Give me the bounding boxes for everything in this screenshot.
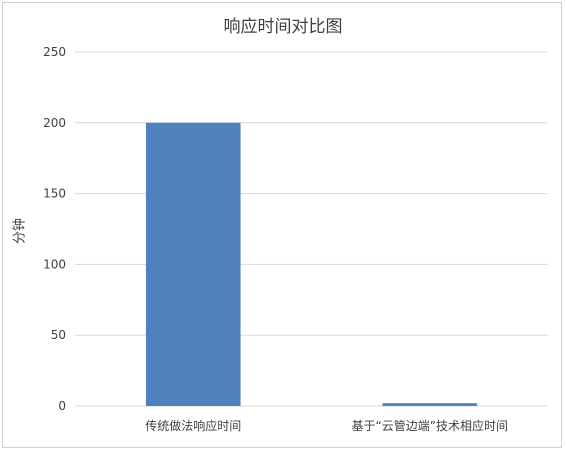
y-tick-label-5: 250 (43, 45, 66, 59)
x-category-label-0: 传统做法响应时间 (145, 418, 241, 433)
y-tick-label-4: 200 (43, 116, 66, 130)
chart-title: 响应时间对比图 (223, 17, 343, 37)
bar-1 (382, 403, 478, 406)
chart-frame (2, 2, 562, 448)
x-category-labels: 传统做法响应时间 基于“云管边端”技术相应时间 (145, 418, 508, 433)
y-tick-label-1: 50 (51, 328, 66, 342)
y-tick-label-3: 150 (43, 187, 66, 201)
y-tick-label-2: 100 (43, 257, 66, 271)
y-tick-labels: 0 50 100 150 200 250 (43, 45, 66, 413)
x-category-label-1: 基于“云管边端”技术相应时间 (352, 418, 508, 433)
bar-0 (145, 122, 241, 407)
bars (145, 122, 478, 407)
y-tick-label-0: 0 (58, 399, 66, 413)
